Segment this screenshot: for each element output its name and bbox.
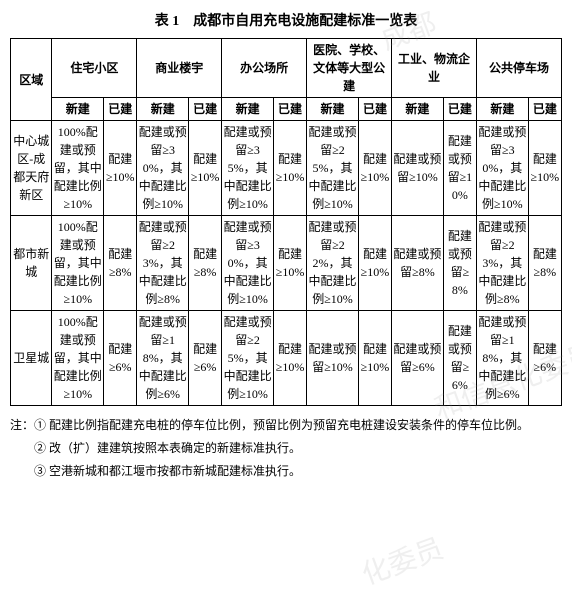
cell: 配建或预留≥8%: [392, 216, 444, 311]
cell: 100%配建或预留，其中配建比例≥10%: [52, 311, 104, 406]
header-group: 办公场所: [222, 39, 307, 98]
cell: 配建≥10%: [273, 216, 306, 311]
cell: 配建或预留≥30%，其中配建比例≥10%: [222, 216, 274, 311]
header-group: 住宅小区: [52, 39, 137, 98]
cell: 配建≥10%: [528, 121, 561, 216]
header-old: 已建: [358, 98, 391, 121]
cell: 配建≥10%: [358, 121, 391, 216]
header-region: 区域: [11, 39, 52, 121]
cell: 配建≥10%: [358, 311, 391, 406]
table-title: 表 1 成都市自用充电设施配建标准一览表: [10, 10, 562, 30]
header-old: 已建: [189, 98, 222, 121]
cell: 配建≥6%: [528, 311, 561, 406]
row-region: 都市新城: [11, 216, 52, 311]
header-new: 新建: [52, 98, 104, 121]
cell: 配建或预留≥6%: [392, 311, 444, 406]
standards-table: 区域 住宅小区 商业楼宇 办公场所 医院、学校、文体等大型公建 工业、物流企业 …: [10, 38, 562, 406]
note-item: 注：① 配建比例指配建充电桩的停车位比例，预留比例为预留充电桩建设安装条件的停车…: [10, 414, 562, 437]
header-old: 已建: [528, 98, 561, 121]
cell: 配建≥10%: [189, 121, 222, 216]
note-item: ② 改（扩）建建筑按照本表确定的新建标准执行。: [10, 437, 562, 460]
header-new: 新建: [222, 98, 274, 121]
cell: 配建≥10%: [104, 121, 137, 216]
cell: 100%配建或预留，其中配建比例≥10%: [52, 121, 104, 216]
table-row: 都市新城100%配建或预留，其中配建比例≥10%配建≥8%配建或预留≥23%，其…: [11, 216, 562, 311]
cell: 配建或预留≥18%，其中配建比例≥6%: [476, 311, 528, 406]
cell: 配建或预留≥23%，其中配建比例≥8%: [476, 216, 528, 311]
cell: 配建≥6%: [189, 311, 222, 406]
header-group: 工业、物流企业: [392, 39, 477, 98]
cell: 配建或预留≥6%: [443, 311, 476, 406]
header-new: 新建: [476, 98, 528, 121]
cell: 配建或预留≥25%，其中配建比例≥10%: [222, 311, 274, 406]
header-new: 新建: [392, 98, 444, 121]
cell: 配建≥10%: [273, 121, 306, 216]
cell: 配建或预留≥10%: [443, 121, 476, 216]
cell: 配建或预留≥30%，其中配建比例≥10%: [476, 121, 528, 216]
cell: 配建或预留≥8%: [443, 216, 476, 311]
cell: 配建或预留≥30%，其中配建比例≥10%: [137, 121, 189, 216]
cell: 配建或预留≥35%，其中配建比例≥10%: [222, 121, 274, 216]
header-group: 商业楼宇: [137, 39, 222, 98]
cell: 配建或预留≥10%: [307, 311, 359, 406]
cell: 配建≥6%: [104, 311, 137, 406]
cell: 配建或预留≥18%，其中配建比例≥6%: [137, 311, 189, 406]
cell: 配建≥8%: [104, 216, 137, 311]
cell: 配建≥10%: [358, 216, 391, 311]
notes: 注：① 配建比例指配建充电桩的停车位比例，预留比例为预留充电桩建设安装条件的停车…: [10, 414, 562, 482]
cell: 配建或预留≥23%，其中配建比例≥8%: [137, 216, 189, 311]
header-new: 新建: [307, 98, 359, 121]
header-group: 公共停车场: [476, 39, 561, 98]
header-old: 已建: [443, 98, 476, 121]
header-new: 新建: [137, 98, 189, 121]
cell: 100%配建或预留，其中配建比例≥10%: [52, 216, 104, 311]
cell: 配建≥8%: [528, 216, 561, 311]
cell: 配建≥10%: [273, 311, 306, 406]
note-item: ③ 空港新城和都江堰市按都市新城配建标准执行。: [10, 460, 562, 483]
row-region: 卫星城: [11, 311, 52, 406]
cell: 配建或预留≥22%，其中配建比例≥10%: [307, 216, 359, 311]
header-group: 医院、学校、文体等大型公建: [307, 39, 392, 98]
cell: 配建或预留≥10%: [392, 121, 444, 216]
header-old: 已建: [104, 98, 137, 121]
watermark: 化委员: [356, 527, 449, 593]
cell: 配建≥8%: [189, 216, 222, 311]
cell: 配建或预留≥25%，其中配建比例≥10%: [307, 121, 359, 216]
header-old: 已建: [273, 98, 306, 121]
table-row: 卫星城100%配建或预留，其中配建比例≥10%配建≥6%配建或预留≥18%，其中…: [11, 311, 562, 406]
table-row: 中心城区-成都天府新区100%配建或预留，其中配建比例≥10%配建≥10%配建或…: [11, 121, 562, 216]
row-region: 中心城区-成都天府新区: [11, 121, 52, 216]
